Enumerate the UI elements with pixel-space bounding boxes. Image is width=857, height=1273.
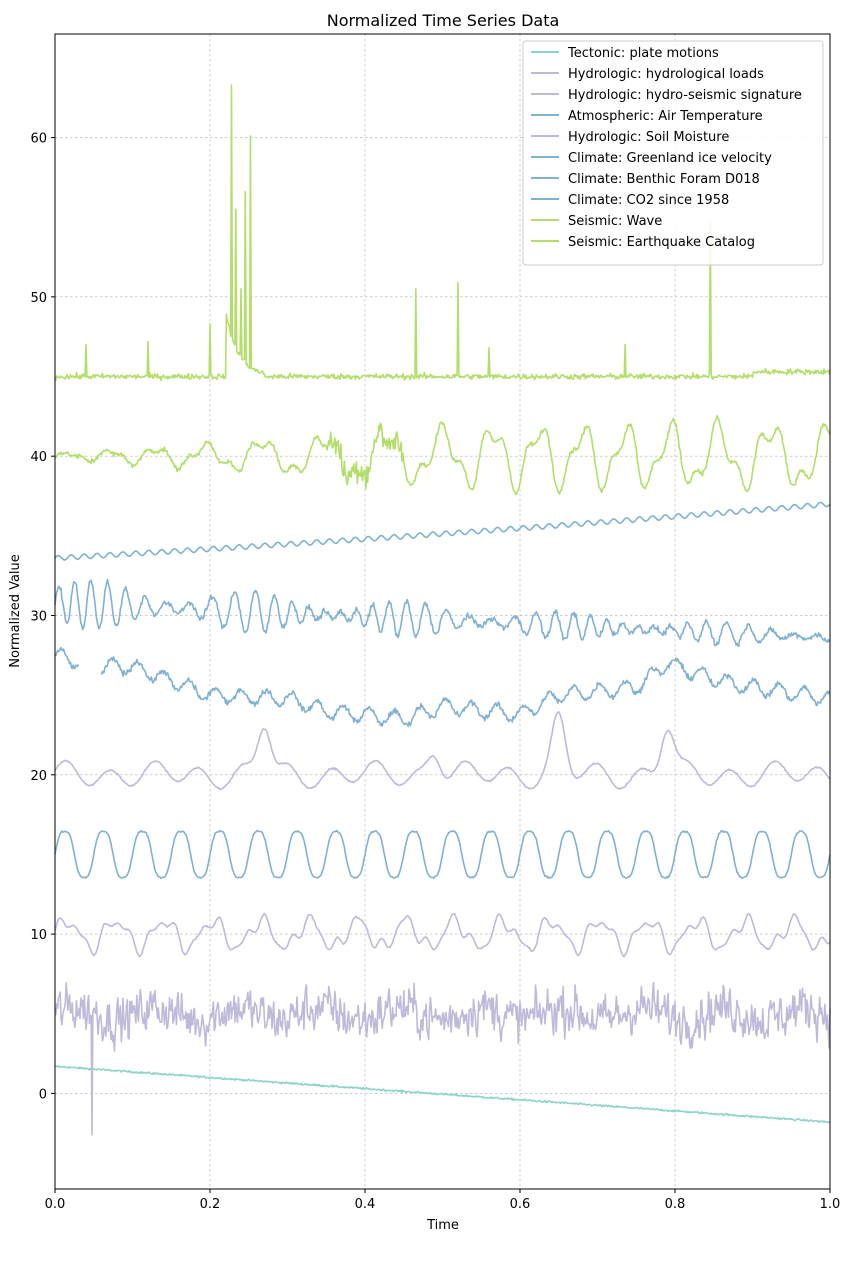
plot-frame xyxy=(54,33,831,1190)
legend-box xyxy=(522,40,824,266)
series-line xyxy=(54,501,831,561)
y-axis-label: Normalized Value xyxy=(8,554,23,668)
legend-label: Climate: Greenland ice velocity xyxy=(568,151,772,166)
x-tick-label: 0.4 xyxy=(355,1197,376,1212)
series-line xyxy=(54,84,830,382)
series-line xyxy=(54,578,830,647)
series-line xyxy=(54,829,831,879)
series-line xyxy=(54,415,831,496)
series-line xyxy=(54,711,831,791)
legend-label: Seismic: Wave xyxy=(568,214,662,229)
x-tick-label: 0.8 xyxy=(665,1197,686,1212)
series-line xyxy=(54,1065,831,1124)
series-line xyxy=(54,981,831,1136)
y-tick-label: 50 xyxy=(30,291,47,306)
legend-label: Seismic: Earthquake Catalog xyxy=(568,235,755,250)
y-tick-label: 0 xyxy=(39,1087,47,1102)
series-layer xyxy=(54,84,831,1136)
series-line xyxy=(54,646,831,728)
axes: 0.0 0.2 0.4 0.6 0.8 1.0 0 10 20 30 40 50 60 xyxy=(30,132,840,1212)
x-tick-label: 0.0 xyxy=(45,1197,66,1212)
series-line xyxy=(54,912,831,958)
y-tick-label: 60 xyxy=(30,132,47,147)
y-tick-label: 20 xyxy=(30,769,47,784)
legend-label: Atmospheric: Air Temperature xyxy=(568,109,763,124)
legend-label: Hydrologic: hydro-seismic signature xyxy=(568,88,802,103)
y-tick-label: 10 xyxy=(30,928,47,943)
y-tick-label: 30 xyxy=(30,609,47,624)
legend: Tectonic: plate motions Hydrologic: hydro… xyxy=(522,40,824,266)
legend-label: Hydrologic: Soil Moisture xyxy=(568,130,729,145)
legend-label: Climate: CO2 since 1958 xyxy=(568,193,729,208)
x-tick-label: 0.2 xyxy=(200,1197,221,1212)
x-tick-label: 1.0 xyxy=(820,1197,841,1212)
x-axis-label: Time xyxy=(426,1218,459,1233)
legend-label: Tectonic: plate motions xyxy=(567,46,719,61)
legend-label: Hydrologic: hydrological loads xyxy=(568,67,764,82)
x-tick-label: 0.6 xyxy=(510,1197,531,1212)
chart-title: Normalized Time Series Data xyxy=(327,11,560,30)
legend-label: Climate: Benthic Foram D018 xyxy=(568,172,760,187)
y-tick-label: 40 xyxy=(30,450,47,465)
